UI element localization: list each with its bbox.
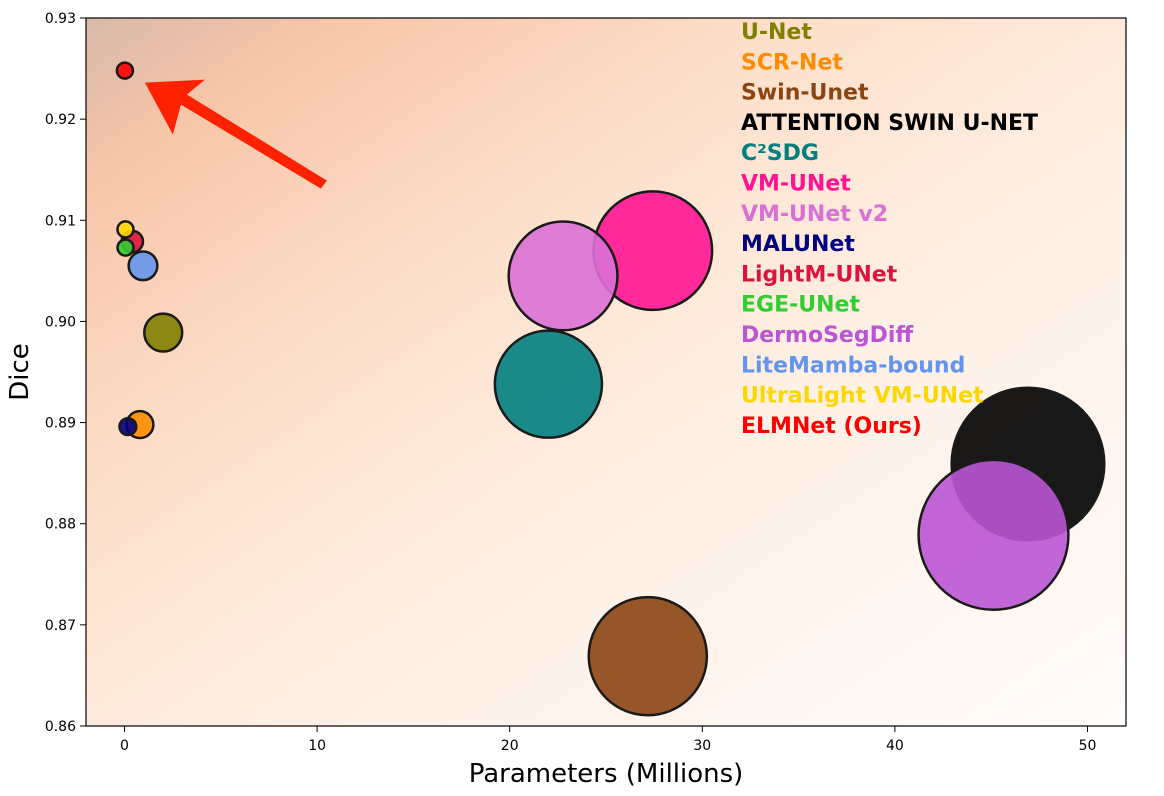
legend-entry: ATTENTION SWIN U-NET — [741, 111, 1038, 136]
point-u-net — [143, 312, 184, 353]
point-vm-unet-v2 — [507, 220, 619, 332]
x-tick-label: 40 — [886, 738, 904, 754]
x-tick-label: 10 — [308, 738, 326, 754]
legend-entry: DermoSegDiff — [741, 323, 914, 348]
legend-entry: LightM-UNet — [741, 262, 898, 287]
legend-entry: VM-UNet v2 — [741, 202, 888, 227]
legend-entry: C²SDG — [741, 141, 819, 166]
legend-entry: U-Net — [741, 20, 812, 45]
y-tick-label: 0.91 — [45, 213, 76, 229]
legend-entry: UltraLight VM-UNet — [741, 384, 984, 409]
highlight-arrow — [144, 79, 327, 189]
axis-ticks: 0 10 20 30 40 50 0.86 0.87 0.88 0.89 0.90 0.91 0.92 0… — [45, 11, 1097, 754]
y-axis-label: Dice — [5, 343, 35, 401]
point-litemamba-bound — [127, 250, 159, 282]
y-tick-label: 0.90 — [45, 314, 76, 330]
point-c-sdg — [493, 329, 604, 439]
legend-entry: SCR-Net — [741, 50, 843, 75]
legend-entry: VM-UNet — [741, 172, 851, 197]
x-axis-label: Parameters (Millions) — [469, 759, 744, 789]
y-tick-label: 0.87 — [45, 618, 76, 634]
y-tick-label: 0.93 — [45, 11, 76, 27]
point-dermosegdiff — [917, 458, 1070, 612]
x-tick-label: 30 — [693, 738, 711, 754]
x-tick-label: 20 — [501, 738, 519, 754]
legend-entry: LiteMamba-bound — [741, 353, 965, 378]
data-points — [115, 61, 1106, 717]
x-tick-label: 50 — [1079, 738, 1097, 754]
legend-entry: MALUNet — [741, 232, 855, 257]
plot-frame — [85, 17, 1127, 727]
point-elmnet-ours- — [115, 61, 135, 80]
legend-entry: Swin-Unet — [741, 81, 869, 106]
y-tick-label: 0.88 — [45, 517, 76, 533]
legend-entry: EGE-UNet — [741, 293, 860, 318]
point-malunet — [118, 416, 138, 437]
y-tick-label: 0.86 — [45, 719, 76, 735]
point-swin-unet — [587, 595, 709, 717]
y-tick-label: 0.89 — [45, 416, 76, 432]
plot-background — [86, 18, 1126, 726]
point-ege-unet — [116, 238, 135, 257]
x-tick-label: 0 — [120, 738, 129, 754]
legend-entry: ELMNet (Ours) — [741, 414, 922, 439]
y-tick-label: 0.92 — [45, 112, 76, 128]
legend: U-Net SCR-Net Swin-Unet ATTENTION SWIN U-NE… — [741, 20, 1038, 439]
point-ultralight-vm-unet — [116, 220, 135, 239]
